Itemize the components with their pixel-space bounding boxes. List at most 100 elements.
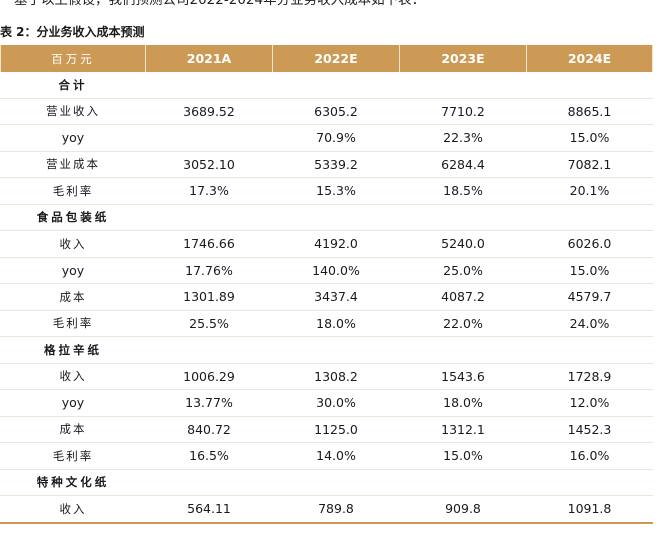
cell-2023e: 22.3% [399,124,527,152]
cell-2024e: 24.0% [526,310,653,337]
cell-2024e [526,204,653,231]
cell-2022e: 6305.2 [272,98,400,125]
cell-2022e [272,204,400,231]
table-row: 收入 1746.66 4192.0 5240.0 6026.0 [0,230,653,258]
cell-2024e: 20.1% [526,177,653,205]
cell-2021a: 13.77% [145,389,273,417]
cell-2023e [399,469,527,496]
cell-2023e [399,204,527,231]
row-label: 毛利率 [0,177,146,205]
table-row: 收入 564.11 789.8 909.8 1091.8 [0,495,653,524]
cell-2021a: 1746.66 [145,230,273,258]
row-label: 成本 [0,283,146,311]
header-2022e: 2022E [272,45,400,72]
table-row: 毛利率 16.5% 14.0% 15.0% 16.0% [0,442,653,470]
row-label: yoy [0,257,146,284]
cell-2024e [526,72,653,99]
cell-2023e: 909.8 [399,495,527,524]
row-label: 营业成本 [0,151,146,178]
row-label: yoy [0,124,146,152]
cell-2021a [145,72,273,99]
row-label: 收入 [0,230,146,258]
cell-2023e: 6284.4 [399,151,527,178]
cell-2023e: 5240.0 [399,230,527,258]
cell-2021a [145,469,273,496]
cell-2024e: 7082.1 [526,151,653,178]
cell-2024e: 8865.1 [526,98,653,125]
cell-2024e: 1091.8 [526,495,653,524]
cell-2021a: 3052.10 [145,151,273,178]
cell-2022e: 5339.2 [272,151,400,178]
table-row: 合计 [0,72,653,99]
row-label: 毛利率 [0,442,146,470]
row-label: 营业收入 [0,98,146,125]
table-row: 格拉辛纸 [0,336,653,364]
cell-2024e: 15.0% [526,124,653,152]
cell-2024e: 1728.9 [526,363,653,390]
header-2021a: 2021A [145,45,273,72]
cell-2021a [145,204,273,231]
cell-2022e: 30.0% [272,389,400,417]
cell-2022e: 15.3% [272,177,400,205]
row-label: 收入 [0,495,146,524]
cell-2023e: 1543.6 [399,363,527,390]
cell-2022e: 14.0% [272,442,400,470]
cell-2023e: 1312.1 [399,416,527,443]
row-label: 格拉辛纸 [0,336,146,364]
table-row: 成本 840.72 1125.0 1312.1 1452.3 [0,416,653,443]
cell-2021a [145,124,273,152]
cell-2024e: 15.0% [526,257,653,284]
cell-2023e: 15.0% [399,442,527,470]
table-row: 毛利率 25.5% 18.0% 22.0% 24.0% [0,310,653,337]
cell-2023e [399,72,527,99]
intro-paragraph: 基于以上假设，我们预测公司2022-2024年分业务收入成本如下表： [14,0,426,8]
header-unit: 百万元 [0,45,146,72]
table-row: 收入 1006.29 1308.2 1543.6 1728.9 [0,363,653,390]
table-row: 特种文化纸 [0,469,653,496]
table-row: yoy 13.77% 30.0% 18.0% 12.0% [0,389,653,417]
cell-2022e [272,469,400,496]
cell-2021a [145,336,273,364]
table-row: 食品包装纸 [0,204,653,231]
cell-2021a: 17.76% [145,257,273,284]
cell-2021a: 17.3% [145,177,273,205]
cell-2023e: 4087.2 [399,283,527,311]
cell-2021a: 25.5% [145,310,273,337]
cell-2024e [526,336,653,364]
row-label: 成本 [0,416,146,443]
table-row: 毛利率 17.3% 15.3% 18.5% 20.1% [0,177,653,205]
cell-2024e: 6026.0 [526,230,653,258]
row-label: 食品包装纸 [0,204,146,231]
cell-2024e: 4579.7 [526,283,653,311]
table-caption: 表 2：分业务收入成本预测 [0,25,145,39]
table-row: 成本 1301.89 3437.4 4087.2 4579.7 [0,283,653,311]
cell-2023e: 7710.2 [399,98,527,125]
forecast-table: 百万元 2021A 2022E 2023E 2024E 合计 营业收入 3689… [0,45,653,524]
cell-2024e [526,469,653,496]
cell-2024e: 12.0% [526,389,653,417]
cell-2022e: 3437.4 [272,283,400,311]
cell-2021a: 840.72 [145,416,273,443]
table-row: 营业收入 3689.52 6305.2 7710.2 8865.1 [0,98,653,125]
cell-2021a: 3689.52 [145,98,273,125]
cell-2022e: 4192.0 [272,230,400,258]
cell-2023e: 18.0% [399,389,527,417]
cell-2024e: 1452.3 [526,416,653,443]
row-label: 合计 [0,72,146,99]
cell-2021a: 16.5% [145,442,273,470]
row-label: 特种文化纸 [0,469,146,496]
row-label: 毛利率 [0,310,146,337]
cell-2021a: 1301.89 [145,283,273,311]
cell-2024e: 16.0% [526,442,653,470]
cell-2022e: 1308.2 [272,363,400,390]
cell-2022e: 140.0% [272,257,400,284]
table-row: yoy 70.9% 22.3% 15.0% [0,124,653,152]
cell-2022e [272,72,400,99]
row-label: yoy [0,389,146,417]
cell-2022e: 789.8 [272,495,400,524]
cell-2023e [399,336,527,364]
cell-2022e: 18.0% [272,310,400,337]
cell-2022e: 1125.0 [272,416,400,443]
row-label: 收入 [0,363,146,390]
cell-2022e: 70.9% [272,124,400,152]
